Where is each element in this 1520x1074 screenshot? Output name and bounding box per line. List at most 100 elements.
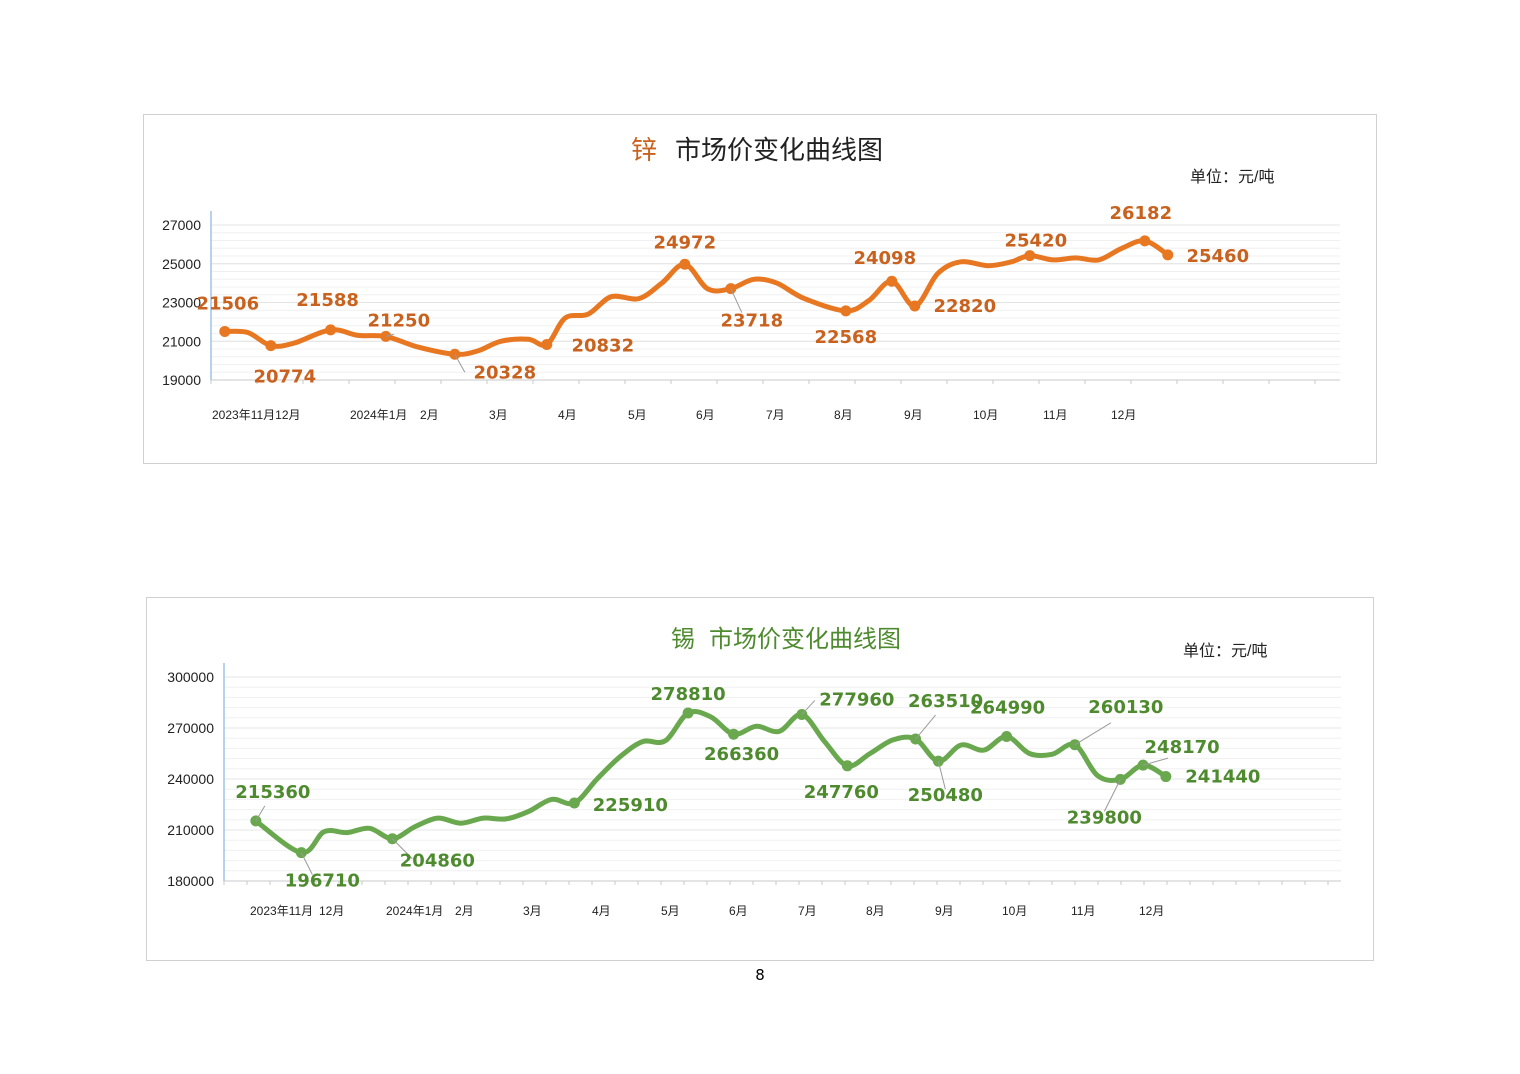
zinc-data-label: 22820	[933, 296, 996, 317]
tin-leader-line	[391, 838, 413, 860]
tin-data-label: 264990	[970, 698, 1045, 719]
tin-leader-line	[1142, 757, 1169, 766]
zinc-title: 市场价变化曲线图	[675, 135, 883, 165]
zinc-data-point	[265, 340, 277, 352]
tin-data-point	[1001, 731, 1013, 743]
tin-plot-area: 300000 270000 240000 210000 180000 2023年11月 12…	[167, 663, 1341, 918]
zinc-xtick-label: 11月	[1043, 408, 1067, 422]
zinc-xtick-label: 2023年11月12月	[212, 408, 301, 422]
zinc-leader-line	[730, 288, 743, 313]
tin-title-metal: 锡	[671, 626, 695, 653]
zinc-data-label: 23718	[720, 311, 783, 332]
zinc-data-label: 21250	[367, 310, 430, 331]
tin-xtick-label: 12月	[319, 904, 344, 918]
zinc-title-metal: 锌	[631, 135, 657, 165]
zinc-ytick-label: 23000	[162, 295, 201, 311]
zinc-data-label: 20832	[571, 336, 634, 357]
zinc-data-label: 25420	[1004, 231, 1067, 252]
tin-data-label: 239800	[1067, 807, 1142, 828]
tin-data-label: 277960	[819, 689, 894, 710]
zinc-series-line	[222, 238, 1171, 357]
tin-xtick-label: 11月	[1071, 904, 1095, 918]
zinc-data-point	[380, 330, 392, 342]
zinc-data-label: 24972	[653, 232, 716, 253]
zinc-data-label: 20774	[253, 367, 316, 388]
tin-ytick-label: 300000	[167, 669, 214, 685]
zinc-data-label: 24098	[853, 248, 916, 269]
tin-title: 市场价变化曲线图	[709, 626, 901, 653]
zinc-data-point	[1162, 249, 1174, 261]
tin-data-label: 266360	[704, 744, 779, 765]
tin-data-point	[682, 707, 694, 719]
tin-data-point	[728, 728, 740, 740]
zinc-leader-line	[385, 333, 394, 337]
zinc-ytick-label: 27000	[162, 217, 201, 233]
zinc-price-chart: 锌 市场价变化曲线图 单位：元/吨 27000 25000 23000 21000 19…	[143, 114, 1377, 464]
zinc-data-label: 22568	[814, 327, 877, 348]
tin-data-point	[841, 760, 853, 772]
tin-xtick-label: 2月	[455, 904, 474, 918]
tin-data-label: 248170	[1145, 737, 1220, 758]
zinc-xtick-label: 8月	[834, 408, 853, 422]
tin-ytick-label: 210000	[167, 822, 214, 838]
tin-data-label: 263510	[908, 691, 983, 712]
zinc-xtick-label: 5月	[628, 408, 647, 422]
zinc-xtick-label: 10月	[973, 408, 998, 422]
tin-data-point	[1114, 773, 1126, 785]
zinc-data-label: 26182	[1109, 203, 1172, 224]
page-number: 8	[755, 966, 765, 984]
tin-data-label: 278810	[651, 684, 726, 705]
zinc-plot-area: 27000 25000 23000 21000 19000 2023年11月12月 2024…	[162, 203, 1340, 422]
zinc-xtick-label: 7月	[766, 408, 785, 422]
tin-data-point	[1160, 771, 1172, 783]
tin-xtick-label: 7月	[798, 904, 817, 918]
tin-series-line	[253, 708, 1169, 856]
zinc-ytick-label: 19000	[162, 372, 201, 388]
tin-xtick-label: 3月	[523, 904, 542, 918]
tin-xtick-label: 4月	[592, 904, 611, 918]
tin-data-label: 196710	[285, 871, 360, 892]
zinc-xtick-label: 4月	[558, 408, 577, 422]
tin-data-label: 247760	[804, 782, 879, 803]
tin-price-chart: 锡 市场价变化曲线图 单位：元/吨 300000 270000 240000 2100…	[146, 597, 1374, 961]
tin-leader-line	[1074, 722, 1112, 746]
zinc-ytick-label: 21000	[162, 333, 201, 349]
tin-unit-label: 单位：元/吨	[1183, 642, 1267, 660]
zinc-xtick-label: 2024年1月	[350, 408, 407, 422]
zinc-data-point	[1024, 250, 1036, 262]
zinc-data-point	[219, 325, 231, 337]
zinc-unit-label: 单位：元/吨	[1190, 168, 1274, 186]
zinc-chart-svg: 锌 市场价变化曲线图 单位：元/吨 27000 25000 23000 21000 19…	[162, 135, 1340, 422]
tin-ytick-label: 240000	[167, 771, 214, 787]
zinc-data-point	[541, 339, 553, 351]
tin-leader-line	[1103, 779, 1121, 812]
zinc-data-label: 25460	[1186, 246, 1249, 267]
zinc-xtick-label: 3月	[489, 408, 508, 422]
tin-data-point	[568, 797, 580, 809]
tin-data-label: 225910	[593, 795, 668, 816]
zinc-data-label: 21506	[196, 293, 259, 314]
zinc-data-label: 21588	[296, 290, 359, 311]
zinc-data-point	[909, 300, 921, 312]
tin-leader-line	[300, 852, 313, 875]
tin-chart-svg: 锡 市场价变化曲线图 单位：元/吨 300000 270000 240000 2100…	[167, 626, 1341, 918]
tin-leader-line	[937, 761, 946, 790]
zinc-xtick-label: 2月	[420, 408, 439, 422]
tin-data-label: 250480	[908, 785, 983, 806]
tin-leader-line	[801, 700, 816, 715]
tin-xtick-label: 5月	[661, 904, 680, 918]
tin-data-label: 215360	[235, 782, 310, 803]
zinc-xtick-label: 6月	[696, 408, 715, 422]
tin-data-label: 260130	[1088, 697, 1163, 718]
zinc-data-point	[325, 324, 337, 336]
zinc-data-point	[679, 258, 691, 270]
tin-xtick-label: 2023年11月	[250, 904, 313, 918]
zinc-xtick-label: 9月	[904, 408, 923, 422]
tin-data-label: 204860	[400, 851, 475, 872]
tin-xtick-label: 10月	[1002, 904, 1027, 918]
tin-leader-line	[255, 805, 266, 822]
zinc-data-label: 20328	[473, 362, 536, 383]
zinc-data-point	[840, 305, 852, 317]
zinc-xtick-label: 12月	[1111, 408, 1136, 422]
tin-data-label: 241440	[1185, 767, 1260, 788]
